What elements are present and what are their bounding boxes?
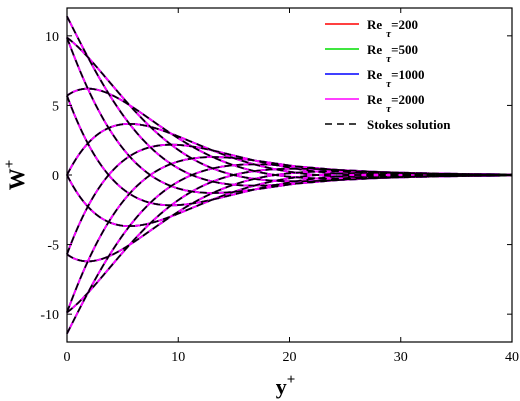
series-line [66,37,513,194]
curves-layer [66,15,513,335]
x-tick-label: 40 [505,350,519,365]
y-tick-label: -5 [47,239,59,254]
y-axis-title: W+ [2,160,29,191]
legend-label: Reτ=1000 [367,67,424,90]
x-axis-title: y+ [276,372,296,399]
series-line [66,95,513,207]
y-tick-label: -10 [40,308,59,323]
legend-label: Stokes solution [367,117,451,132]
legend-label: Reτ=2000 [367,92,424,115]
legend-label: Reτ=500 [367,42,418,65]
series-line [66,123,513,179]
series-line [66,87,513,180]
y-tick-label: 5 [52,99,59,114]
y-tick-label: 10 [45,30,59,45]
x-tick-label: 10 [171,350,185,365]
series-line [66,143,513,255]
x-tick-label: 30 [394,350,408,365]
x-axis: 0 10 20 30 40 [64,8,519,365]
series-line [66,171,513,227]
x-axis-title-sup: + [287,372,296,388]
series-line [66,170,513,263]
x-tick-label: 0 [64,350,71,365]
x-tick-label: 20 [283,350,297,365]
x-axis-title-main: y [276,374,287,399]
y-axis-title-main: W [4,168,29,190]
y-tick-label: 0 [52,169,59,184]
series-line [66,163,512,335]
y-axis-title-sup: + [2,160,18,169]
y-axis: -10 -5 0 5 10 [40,30,512,323]
legend-label: Reτ=200 [367,17,418,40]
series-5 [66,15,513,335]
